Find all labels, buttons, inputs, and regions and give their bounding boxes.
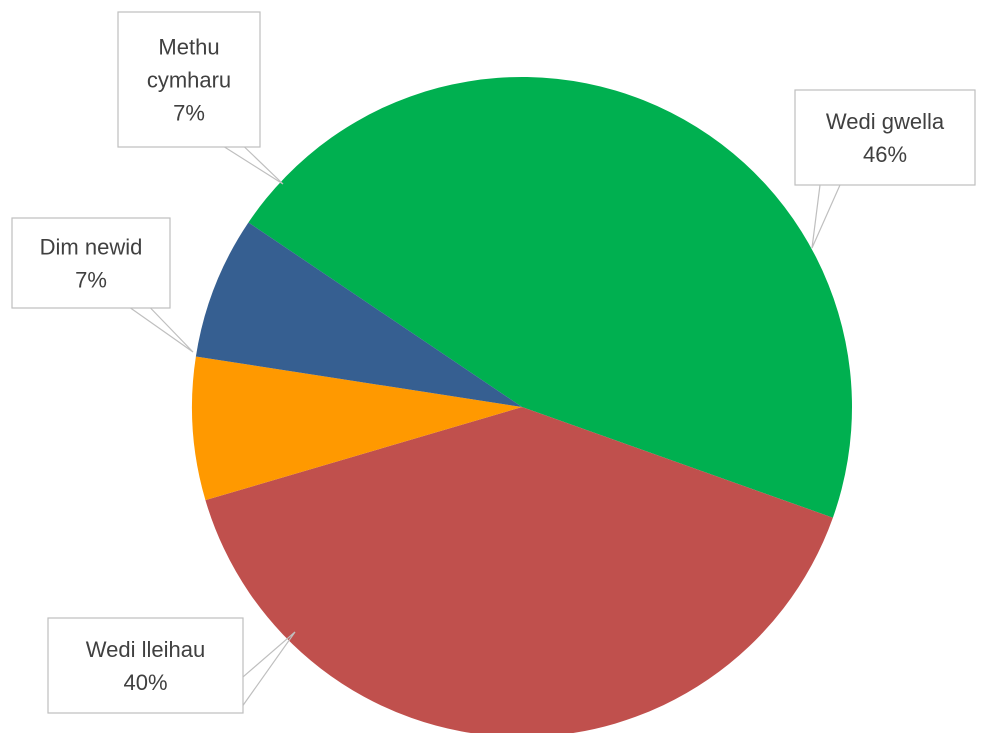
label-leader-line — [130, 307, 194, 353]
label-category: Methu — [158, 35, 219, 60]
label-percent: 7% — [75, 268, 107, 293]
pie-slice-wedi-lleihau — [205, 407, 833, 733]
data-labels: Wedi gwella 46% Wedi lleihau 40% Dim newid 7%… — [11, 11, 976, 714]
label-percent: 46% — [863, 142, 907, 167]
label-box — [11, 217, 171, 309]
label-category: Wedi gwella — [826, 109, 945, 134]
label-box — [117, 11, 261, 148]
pie-slice-wedi-gwella — [248, 77, 852, 518]
label-leader-line — [811, 184, 841, 249]
label-leader-line — [242, 631, 296, 706]
pie-slices — [191, 77, 852, 733]
data-label-wedi-gwella: Wedi gwella 46% — [794, 89, 976, 249]
data-label-dim-newid: Dim newid 7% — [11, 217, 194, 353]
pie-slice-dim-newid — [191, 356, 522, 501]
label-category: cymharu — [147, 68, 231, 93]
label-box — [794, 89, 976, 186]
label-category: Dim newid — [40, 235, 143, 260]
data-label-wedi-lleihau: Wedi lleihau 40% — [47, 617, 296, 714]
pie-slice-methu-cymharu — [195, 222, 522, 407]
label-category: Wedi lleihau — [86, 637, 205, 662]
label-box — [47, 617, 244, 714]
label-percent: 7% — [173, 101, 205, 126]
data-label-methu-cymharu: Methu cymharu 7% — [117, 11, 284, 185]
label-percent: 40% — [123, 670, 167, 695]
label-leader-line — [224, 146, 284, 185]
